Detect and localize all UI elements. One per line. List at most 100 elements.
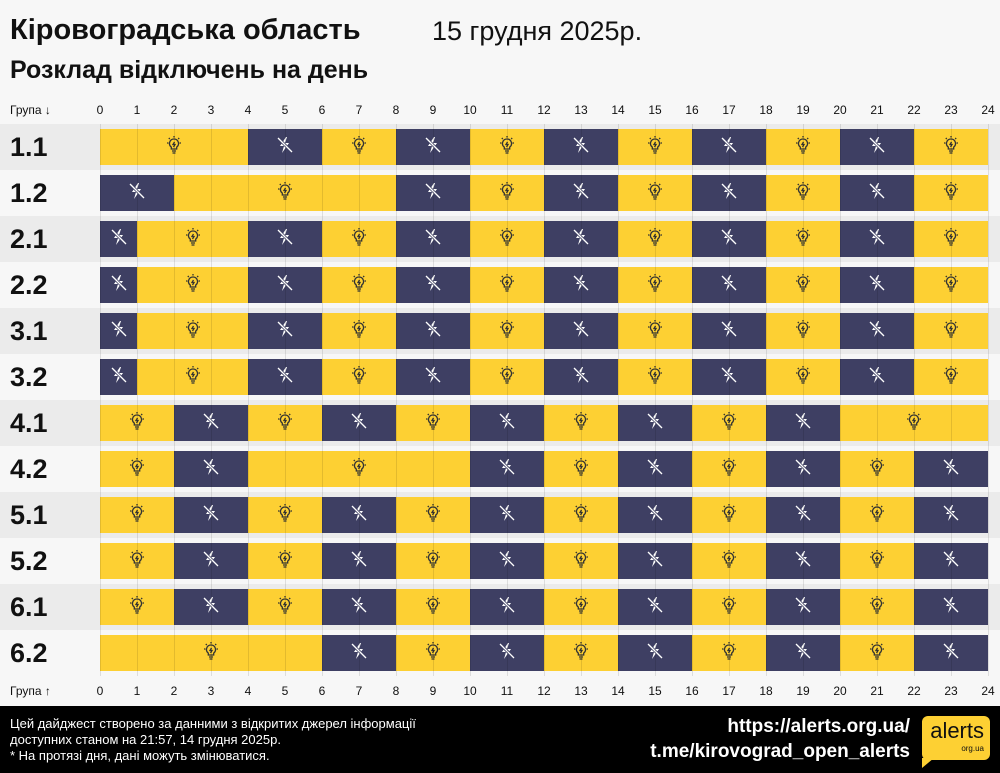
power-off-segment: [100, 267, 137, 303]
power-off-segment: [470, 543, 544, 579]
group-axis-label: Група ↓: [10, 103, 51, 117]
power-on-segment: [322, 359, 396, 395]
hour-tick: 7: [355, 684, 363, 698]
hour-tick: 20: [833, 103, 847, 117]
power-off-icon: [423, 135, 443, 160]
telegram-link[interactable]: t.me/kirovograd_open_alerts: [650, 741, 910, 762]
lightbulb-icon: [793, 273, 813, 298]
power-on-segment: [137, 267, 248, 303]
power-on-segment: [692, 589, 766, 625]
hour-tick: 17: [722, 103, 736, 117]
power-on-segment: [100, 589, 174, 625]
lightbulb-icon: [497, 365, 517, 390]
power-off-segment: [248, 267, 322, 303]
power-off-icon: [349, 641, 369, 666]
hour-gridline: [211, 124, 212, 676]
power-off-icon: [423, 227, 443, 252]
hour-tick: 6: [318, 103, 326, 117]
lightbulb-icon: [571, 641, 591, 666]
power-off-icon: [645, 503, 665, 528]
power-off-icon: [719, 227, 739, 252]
hour-tick: 13: [574, 684, 588, 698]
power-off-icon: [201, 549, 221, 574]
power-off-segment: [322, 543, 396, 579]
power-off-segment: [396, 359, 470, 395]
power-on-segment: [174, 175, 396, 211]
hour-tick: 23: [944, 103, 958, 117]
power-on-segment: [248, 497, 322, 533]
power-on-segment: [248, 543, 322, 579]
lightbulb-icon: [497, 181, 517, 206]
power-off-icon: [793, 641, 813, 666]
power-off-icon: [719, 319, 739, 344]
power-off-segment: [914, 451, 988, 487]
power-off-segment: [766, 589, 840, 625]
hour-tick: 21: [870, 103, 884, 117]
lightbulb-icon: [183, 273, 203, 298]
power-off-segment: [470, 405, 544, 441]
power-off-icon: [497, 503, 517, 528]
hour-tick: 10: [463, 103, 477, 117]
lightbulb-icon: [349, 135, 369, 160]
power-off-icon: [109, 273, 129, 298]
hour-tick: 2: [170, 103, 178, 117]
group-row-2.1: 2.1: [0, 216, 1000, 262]
lightbulb-icon: [904, 411, 924, 436]
lightbulb-icon: [571, 549, 591, 574]
hour-gridline: [248, 124, 249, 676]
hour-tick: 8: [392, 103, 400, 117]
lightbulb-icon: [793, 181, 813, 206]
lightbulb-icon: [127, 457, 147, 482]
power-off-segment: [544, 313, 618, 349]
power-off-icon: [571, 181, 591, 206]
hour-tick: 3: [207, 103, 215, 117]
power-off-icon: [719, 181, 739, 206]
lightbulb-icon: [941, 135, 961, 160]
hour-tick: 4: [244, 684, 252, 698]
hour-tick: 12: [537, 103, 551, 117]
power-on-segment: [396, 405, 470, 441]
footer: Цей дайджест створено за данними з відкр…: [0, 706, 1000, 773]
hour-tick: 9: [429, 684, 437, 698]
lightbulb-icon: [719, 411, 739, 436]
lightbulb-icon: [867, 641, 887, 666]
power-on-segment: [692, 451, 766, 487]
hour-tick: 22: [907, 103, 921, 117]
lightbulb-icon: [941, 319, 961, 344]
power-off-icon: [645, 549, 665, 574]
power-off-segment: [692, 175, 766, 211]
group-label: 4.2: [10, 454, 48, 484]
power-off-icon: [275, 135, 295, 160]
power-off-icon: [109, 319, 129, 344]
group-row-2.2: 2.2: [0, 262, 1000, 308]
power-off-segment: [174, 589, 248, 625]
power-off-segment: [322, 589, 396, 625]
hour-gridline: [544, 124, 545, 676]
hour-gridline: [581, 124, 582, 676]
hour-gridline: [100, 124, 101, 676]
power-on-segment: [840, 589, 914, 625]
website-link[interactable]: https://alerts.org.ua/: [727, 716, 910, 737]
hour-gridline: [655, 124, 656, 676]
group-row-5.2: 5.2: [0, 538, 1000, 584]
power-off-segment: [470, 497, 544, 533]
power-on-segment: [766, 267, 840, 303]
power-off-icon: [423, 273, 443, 298]
lightbulb-icon: [867, 595, 887, 620]
power-on-segment: [544, 635, 618, 671]
lightbulb-icon: [793, 135, 813, 160]
lightbulb-icon: [349, 457, 369, 482]
power-on-segment: [618, 359, 692, 395]
power-off-segment: [692, 221, 766, 257]
power-on-segment: [840, 635, 914, 671]
power-on-segment: [766, 129, 840, 165]
lightbulb-icon: [164, 135, 184, 160]
hour-tick: 8: [392, 684, 400, 698]
power-on-segment: [914, 313, 988, 349]
power-off-segment: [840, 267, 914, 303]
power-off-icon: [423, 181, 443, 206]
hour-tick: 2: [170, 684, 178, 698]
power-on-segment: [840, 543, 914, 579]
power-off-icon: [867, 273, 887, 298]
power-off-segment: [248, 129, 322, 165]
